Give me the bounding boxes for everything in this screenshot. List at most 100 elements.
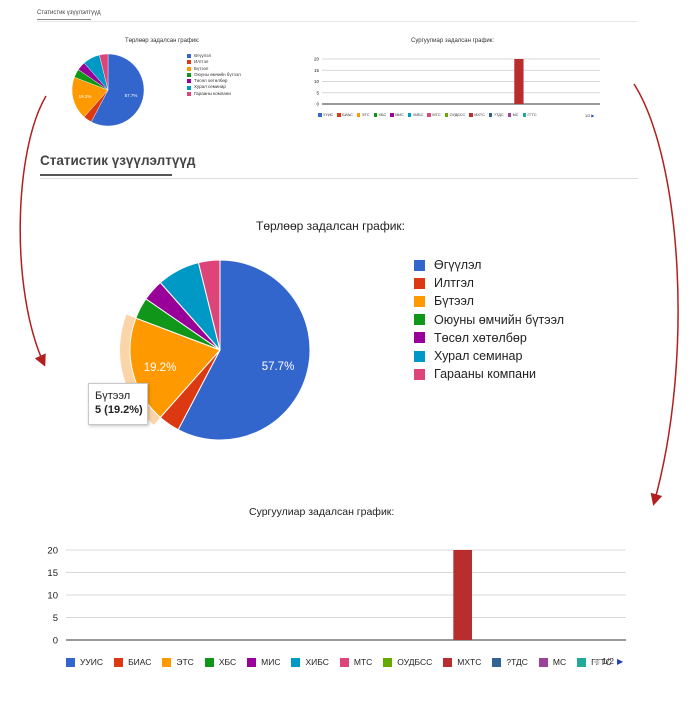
thumbnail-pager[interactable]: 1/2 ▶: [585, 113, 595, 119]
pie-legend: Өгүүлэл Илтгэл Бүтээл Оюуны өмчийн бүтээл Тө…: [414, 256, 564, 383]
thumbnail-pie-legend-item[interactable]: Гарааны компани: [187, 91, 241, 97]
thumbnail-bar-legend-item[interactable]: ?ТДС: [488, 113, 504, 117]
thumbnail-bar-legend-label: МХТС: [474, 113, 485, 117]
pie-legend-item[interactable]: Өгүүлэл: [414, 256, 564, 274]
thumbnail-bar-legend-item[interactable]: УУИС: [318, 113, 333, 117]
thumbnail-pie-legend-label: Бүтээл: [194, 65, 209, 71]
thumbnail-bar-chart-y-tick-label: 10: [314, 79, 320, 84]
bar-legend-item[interactable]: ГГТС: [577, 657, 612, 667]
thumbnail-bar-legend-swatch: [407, 113, 412, 117]
thumbnail-bar-legend: УУИС БИАС ЭТС ХБС МИС ХИБС МТС ОУДБСС МХТС ?ТДС МС…: [318, 113, 541, 117]
pie-slice[interactable]: [177, 259, 311, 441]
thumbnail-tab-label[interactable]: Статистик үзүүлэлтүүд: [37, 10, 101, 16]
thumbnail-next-page-icon[interactable]: ▶: [591, 114, 595, 118]
bar-legend-item[interactable]: УУИС: [66, 657, 103, 667]
thumbnail-bar-legend-item[interactable]: МС: [507, 113, 519, 117]
thumbnail-pie-legend-item[interactable]: Оюуны өмчийн бүтээл: [187, 72, 241, 78]
bar-legend-item[interactable]: МИС: [247, 657, 280, 667]
bar-legend-item[interactable]: МТС: [339, 657, 372, 667]
thumbnail-pie-legend-item[interactable]: Бүтээл: [187, 66, 241, 72]
legend-pager[interactable]: ◀ 1/2 ▶: [593, 656, 623, 666]
bar-chart-bar[interactable]: [453, 550, 472, 640]
prev-page-icon[interactable]: ◀: [593, 656, 600, 666]
thumbnail-pie-slice[interactable]: [71, 76, 109, 118]
bar-legend-item[interactable]: БИАС: [114, 657, 151, 667]
bar-legend-swatch: [538, 657, 548, 667]
thumbnail-bar-legend-item[interactable]: МХТС: [469, 113, 485, 117]
thumbnail-pie-legend: Өгүүлэл Илтгэл Бүтээл Оюуны өмчийн бүтээл Тө…: [187, 53, 241, 97]
pie-legend-swatch: [414, 350, 425, 362]
tab-underline: [40, 174, 172, 176]
pie-legend-item[interactable]: Төсөл хөтөлбөр: [414, 329, 564, 347]
thumbnail-pie-title: Төрлөөр задалсан график:: [125, 38, 200, 44]
thumbnail-bar-legend-item[interactable]: МИС: [390, 113, 404, 117]
pie-slice[interactable]: [129, 317, 221, 419]
pie-legend-label: Илтгэл: [434, 276, 474, 291]
pie-legend-item[interactable]: Бүтээл: [414, 292, 564, 310]
thumbnail-bar-legend-item[interactable]: ЭТС: [356, 113, 370, 117]
bar-chart: 0 5 10 15 20: [47, 545, 626, 646]
thumbnail-bar-chart-bar[interactable]: [514, 59, 524, 104]
bar-legend-item[interactable]: МХТС: [443, 657, 481, 667]
bar-legend-swatch: [443, 657, 453, 667]
left-arrow: [19, 95, 47, 367]
thumbnail-pie-legend-item[interactable]: Илтгэл: [187, 59, 241, 65]
pie-legend-item[interactable]: Илтгэл: [414, 274, 564, 292]
thumbnail-pie-slice[interactable]: [90, 53, 145, 127]
bar-legend-swatch: [114, 657, 124, 667]
pie-slice[interactable]: [197, 259, 221, 351]
bar-legend-item[interactable]: ОУДБСС: [383, 657, 432, 667]
bar-legend-item[interactable]: ХБС: [204, 657, 237, 667]
thumbnail-bar-legend-label: ЭТС: [361, 113, 370, 117]
thumbnail-bar-legend-swatch: [337, 113, 341, 117]
thumbnail-bar-legend-swatch: [318, 113, 322, 117]
bar-chart-y-tick-label: 20: [47, 545, 58, 556]
thumbnail-pie-legend-swatch: [187, 66, 191, 71]
tooltip-name: Бүтээл: [95, 390, 131, 402]
thumbnail-pie-legend-item[interactable]: Төсөл хөтөлбөр: [187, 78, 241, 84]
thumbnail-pie-slice[interactable]: [99, 53, 109, 91]
thumbnail-bar-legend-item[interactable]: ГГТС: [522, 113, 537, 117]
thumbnail-bar-legend-label: ОУДБСС: [449, 113, 466, 117]
pie-legend-item[interactable]: Хурал семинар: [414, 347, 564, 365]
pie-legend-item[interactable]: Оюуны өмчийн бүтээл: [414, 311, 564, 329]
thumbnail-pie-legend-swatch: [187, 79, 191, 84]
bar-legend-swatch: [383, 657, 393, 667]
thumbnail-pie-legend-item[interactable]: Хурал семинар: [187, 84, 241, 90]
thumbnail-bar-legend-item[interactable]: ХИБС: [407, 113, 423, 117]
bar-legend-item[interactable]: ?ТДС: [492, 657, 528, 667]
thumbnail-bar-legend-swatch: [373, 113, 378, 117]
thumbnail-pie-legend-item[interactable]: Өгүүлэл: [187, 53, 241, 59]
pie-chart: 57.7% 19.2%: [120, 259, 311, 441]
thumbnail-slice-label-works: 19.2%: [79, 94, 92, 99]
bar-legend-item[interactable]: МС: [538, 657, 566, 667]
bar-legend-item[interactable]: ЭТС: [162, 657, 194, 667]
bar-legend-swatch: [162, 657, 172, 667]
pie-legend-swatch: [414, 277, 425, 289]
thumbnail-bar-legend-item[interactable]: ОУДБСС: [444, 113, 466, 117]
pie-legend-swatch: [414, 296, 425, 307]
next-page-icon[interactable]: ▶: [616, 656, 624, 666]
bar-legend-swatch: [492, 657, 502, 667]
pie-legend-label: Гарааны компани: [434, 367, 536, 382]
thumbnail-bar-legend-item[interactable]: МТС: [427, 113, 441, 117]
thumbnail-bar-legend-item[interactable]: БИАС: [337, 113, 353, 117]
bar-chart-y-tick-label: 5: [53, 613, 58, 624]
page-title[interactable]: Статистик үзүүлэлтүүд: [40, 153, 196, 168]
bar-legend-label: ОУДБСС: [397, 657, 433, 667]
bar-legend-label: БИАС: [128, 657, 152, 667]
divider: [40, 178, 638, 179]
thumbnail-bar-title: Сургуулиар задалсан график:: [411, 38, 495, 44]
bar-legend-swatch: [291, 657, 301, 667]
bar-legend: УУИС БИАС ЭТС ХБС МИС ХИБС МТС ОУДБСС МХТС ?ТДС МС…: [66, 657, 623, 667]
bar-legend-swatch: [66, 657, 75, 667]
thumbnail-pie-legend-label: Оюуны өмчийн бүтээл: [194, 71, 241, 77]
bar-legend-item[interactable]: ХИБС: [291, 657, 329, 667]
bar-legend-label: ХБС: [218, 657, 237, 667]
pie-legend-swatch: [414, 259, 425, 271]
pie-legend-item[interactable]: Гарааны компани: [414, 365, 564, 383]
thumbnail-bar-legend-item[interactable]: ХБС: [373, 113, 386, 117]
thumbnail-bar-chart-y-tick-label: 20: [314, 57, 320, 62]
pie-legend-swatch: [414, 314, 425, 326]
thumbnail-bar-legend-label: МИС: [395, 113, 404, 117]
